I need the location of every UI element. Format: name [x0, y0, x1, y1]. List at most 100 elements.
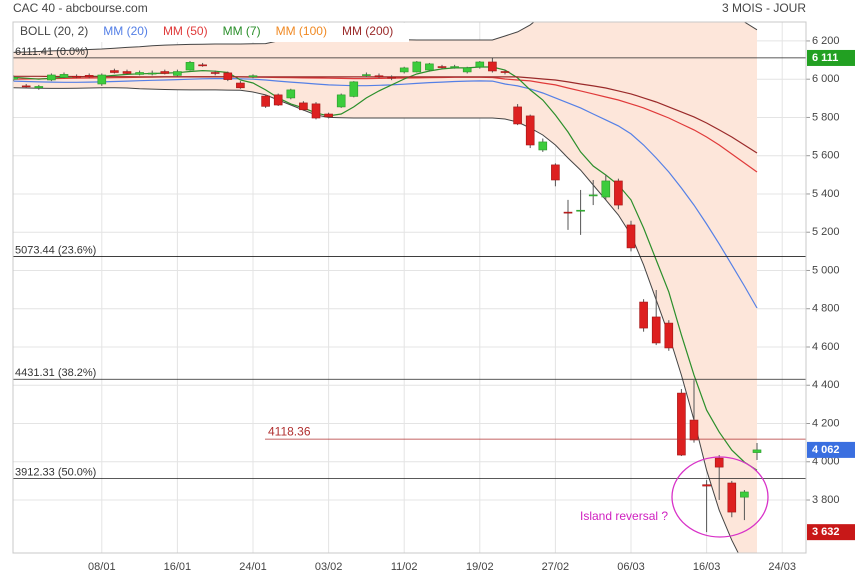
candle-body	[210, 72, 220, 74]
candle-body	[286, 89, 296, 99]
candle-body	[462, 67, 472, 73]
plot-border	[12, 21, 807, 554]
x-tick-label: 03/02	[315, 561, 343, 573]
y-tick-label: 6 200	[812, 35, 840, 47]
candle-body	[311, 103, 321, 119]
price-marker	[807, 524, 855, 541]
price-line-label: 4118.36	[268, 424, 311, 438]
y-tick-label: 6 000	[812, 73, 840, 85]
candle-body	[500, 71, 510, 73]
candle-body	[198, 64, 207, 67]
annotation: Island reversal ?	[580, 509, 668, 523]
y-tick-label: 4 800	[812, 303, 840, 315]
y-tick-label: 5 200	[812, 226, 840, 238]
candle-body	[450, 66, 459, 68]
candle-body	[110, 70, 119, 73]
candle-body	[639, 301, 648, 329]
y-tick-label: 4 200	[812, 417, 840, 429]
candle-body	[651, 316, 661, 344]
chart-subtitle: 3 MOIS - JOUR	[722, 1, 806, 15]
candle-body	[588, 194, 598, 197]
legend-entry: MM (20)	[103, 24, 148, 38]
level-label: 5073.44 (23.6%)	[15, 244, 96, 256]
x-tick-label: 19/02	[466, 561, 494, 573]
price-marker	[807, 49, 855, 66]
candle-body	[702, 484, 711, 487]
candle-body	[601, 180, 611, 198]
candle-body	[13, 76, 18, 80]
candle-body	[488, 61, 497, 72]
y-tick-label: 3 800	[812, 494, 840, 506]
x-tick-label: 16/01	[164, 561, 192, 573]
x-tick-label: 11/02	[391, 561, 418, 573]
x-tick-label: 16/03	[693, 561, 721, 573]
candle-body	[160, 71, 170, 74]
candle-body	[47, 74, 56, 81]
legend-entry: MM (200)	[342, 24, 393, 38]
price-marker	[807, 441, 855, 458]
overlay: 3 800 4 000 4 200 4 400 4 600 4 800 5 000 5 200…	[13, 23, 855, 573]
candle-body	[412, 61, 422, 73]
y-tick-label: 4 000	[812, 456, 840, 468]
candle-body	[727, 482, 737, 513]
candle-body	[97, 74, 107, 85]
legend-entry: MM (100)	[276, 24, 327, 38]
candle-body	[538, 141, 548, 151]
candle-body	[576, 209, 585, 212]
candle-body	[147, 72, 157, 75]
y-tick-label: 4 400	[812, 379, 840, 391]
candle-body	[689, 419, 699, 441]
candle-body	[387, 76, 396, 79]
price-marker-label: 6 111	[812, 52, 838, 64]
moving-average	[13, 78, 758, 309]
candle-body	[677, 392, 686, 456]
candle-body	[21, 85, 31, 88]
candle-body	[248, 75, 258, 78]
candle-body	[185, 62, 195, 71]
candle-body	[740, 491, 749, 498]
price-marker-label: 3 632	[812, 526, 840, 538]
candle-body	[59, 74, 69, 78]
candle-body	[349, 81, 359, 97]
candle-body	[475, 61, 485, 68]
y-tick-label: 5 800	[812, 111, 840, 123]
candle-body	[336, 94, 346, 108]
y-tick-label: 5 400	[812, 188, 840, 200]
candle-body	[374, 75, 384, 78]
candle-body	[236, 82, 245, 89]
candle-body	[437, 66, 447, 68]
candle-body	[273, 94, 283, 106]
candle-body	[563, 211, 573, 214]
candle-body	[72, 76, 81, 78]
candle-body	[362, 74, 371, 76]
candle-body	[399, 67, 409, 73]
candle-body	[299, 102, 308, 111]
legend-entry: BOLL (20, 2)	[20, 24, 88, 38]
candle-body	[664, 322, 674, 349]
price-marker-label: 4 062	[812, 444, 840, 456]
candle-body	[135, 72, 144, 75]
candle-body	[261, 95, 270, 107]
chart-title: CAC 40 - abcbourse.com	[13, 1, 148, 15]
legend-entry: MM (50)	[163, 24, 208, 38]
candle-body	[513, 106, 522, 125]
x-tick-label: 06/03	[617, 561, 645, 573]
x-tick-label: 24/01	[239, 561, 267, 573]
candle-body	[551, 164, 560, 181]
candle-body	[626, 224, 636, 249]
x-tick-label: 27/02	[542, 561, 570, 573]
y-tick-label: 4 600	[812, 341, 840, 353]
plot-area	[13, 22, 762, 553]
candle-body	[34, 86, 44, 89]
candle-body	[122, 71, 132, 74]
candle-body	[614, 180, 623, 206]
candle-body	[173, 71, 182, 76]
candle-body	[223, 72, 233, 80]
moving-average	[13, 75, 758, 154]
y-tick-label: 5 000	[812, 264, 840, 276]
candle-body	[324, 113, 333, 118]
candle-body	[714, 457, 724, 468]
level-label: 3912.33 (50.0%)	[15, 466, 96, 478]
band-fill	[13, 22, 757, 553]
